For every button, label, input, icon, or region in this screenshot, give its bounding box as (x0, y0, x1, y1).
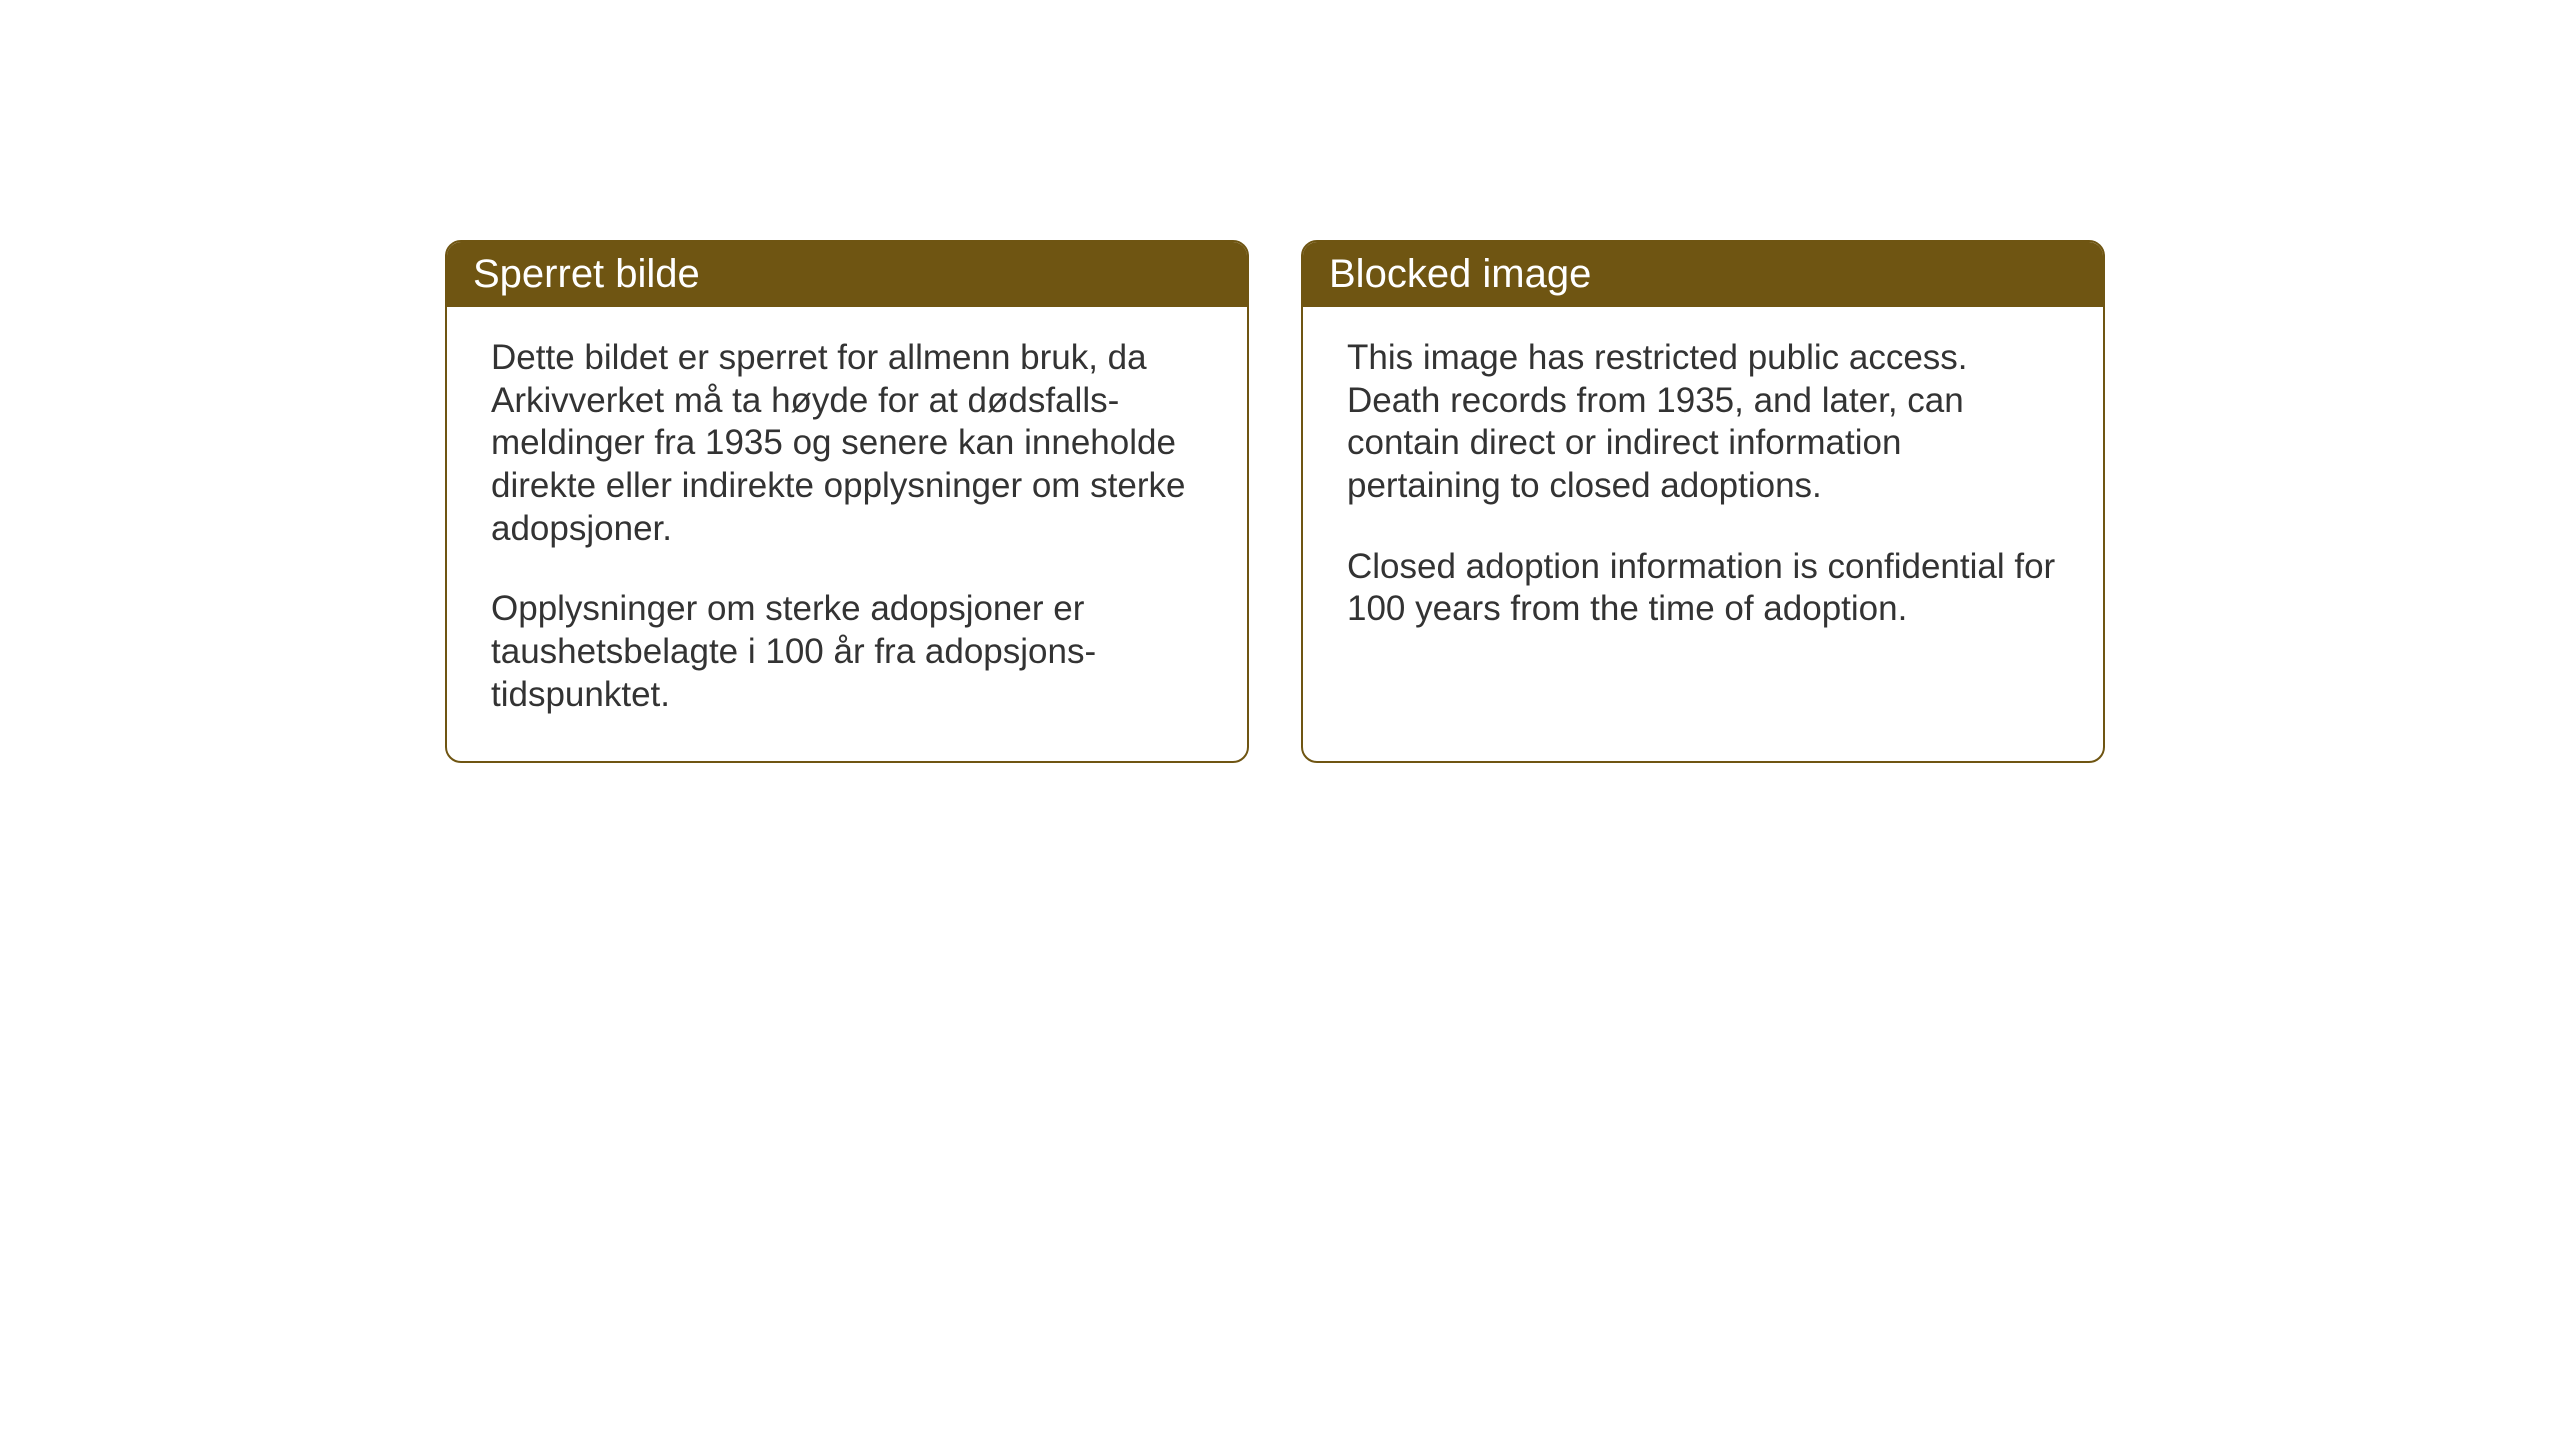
english-card-title: Blocked image (1303, 242, 2103, 307)
norwegian-card-body: Dette bildet er sperret for allmenn bruk… (447, 307, 1247, 761)
english-card-body: This image has restricted public access.… (1303, 307, 2103, 675)
notice-cards-container: Sperret bilde Dette bildet er sperret fo… (445, 240, 2105, 763)
english-paragraph-2: Closed adoption information is confident… (1347, 546, 2059, 631)
norwegian-paragraph-1: Dette bildet er sperret for allmenn bruk… (491, 337, 1203, 550)
norwegian-card-title: Sperret bilde (447, 242, 1247, 307)
norwegian-notice-card: Sperret bilde Dette bildet er sperret fo… (445, 240, 1249, 763)
english-paragraph-1: This image has restricted public access.… (1347, 337, 2059, 508)
english-notice-card: Blocked image This image has restricted … (1301, 240, 2105, 763)
norwegian-paragraph-2: Opplysninger om sterke adopsjoner er tau… (491, 588, 1203, 716)
